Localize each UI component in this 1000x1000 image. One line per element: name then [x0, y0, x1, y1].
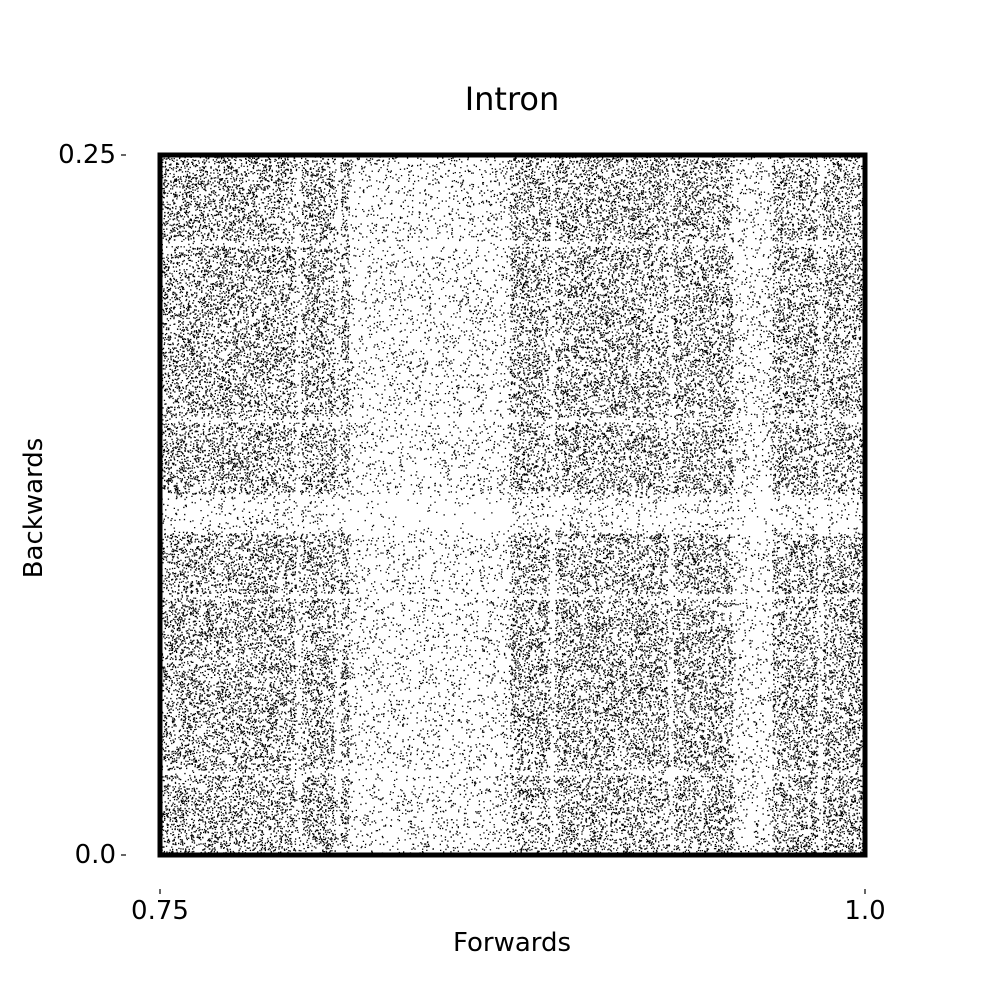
x-tick-label-left: 0.75 — [131, 896, 189, 926]
y-tick-label-bottom: 0.0 — [74, 840, 116, 870]
x-axis-label: Forwards — [452, 928, 572, 958]
plot-frame — [157, 152, 868, 858]
y-tick-label-top: 0.25 — [58, 140, 116, 170]
scatter-point-cloud — [160, 155, 867, 857]
y-axis-label: Backwards — [19, 437, 49, 579]
chart-title: Intron — [464, 80, 560, 118]
scatter-points — [160, 155, 867, 857]
x-tick-label-right: 1.0 — [844, 896, 886, 926]
axes — [121, 152, 868, 894]
